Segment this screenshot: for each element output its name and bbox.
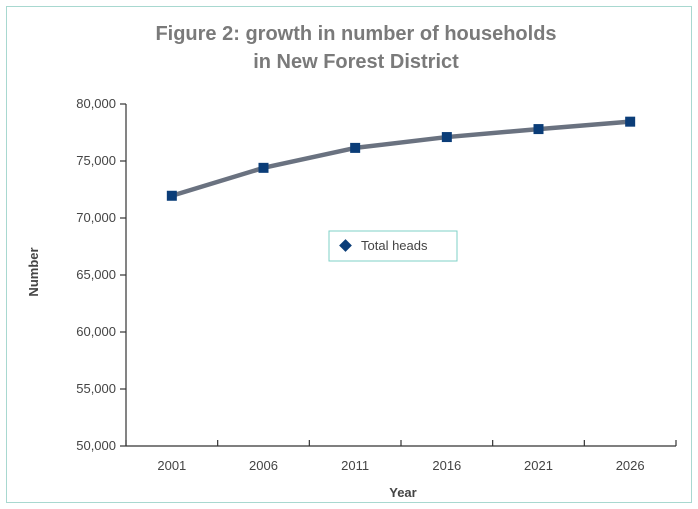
data-point-marker [533, 124, 544, 135]
x-axis-label: Year [389, 485, 416, 500]
y-tick-label: 50,000 [76, 438, 116, 453]
y-tick-label: 55,000 [76, 381, 116, 396]
data-point-marker [625, 116, 636, 127]
x-tick-label: 2011 [341, 458, 369, 473]
legend: Total heads [328, 230, 458, 262]
data-point-marker [350, 142, 361, 153]
y-tick-label: 80,000 [76, 96, 116, 111]
x-tick-label: 2001 [157, 458, 186, 473]
y-tick-label: 75,000 [76, 153, 116, 168]
x-tick-label: 2026 [616, 458, 645, 473]
y-tick-label: 60,000 [76, 324, 116, 339]
x-ticks: 2001 2006 2011 2016 2021 2026 [125, 440, 677, 473]
y-axis-label: Number [26, 247, 41, 296]
data-point-marker [258, 162, 269, 173]
chart-title-line-1: Figure 2: growth in number of households [155, 23, 556, 45]
y-ticks: 50,000 55,000 60,000 65,000 70,000 75,000 80,0… [76, 96, 126, 453]
legend-marker-icon [339, 239, 352, 252]
data-point-marker [166, 190, 177, 201]
chart-title-line-2: in New Forest District [253, 51, 459, 73]
series-line-total-heads [171, 119, 631, 198]
legend-label: Total heads [361, 238, 428, 253]
y-tick-label: 70,000 [76, 210, 116, 225]
x-tick-label: 2006 [249, 458, 278, 473]
x-tick-label: 2016 [432, 458, 461, 473]
y-tick-label: 65,000 [76, 267, 116, 282]
x-tick-label: 2021 [524, 458, 553, 473]
data-point-marker [441, 132, 452, 143]
series-markers [166, 116, 636, 201]
